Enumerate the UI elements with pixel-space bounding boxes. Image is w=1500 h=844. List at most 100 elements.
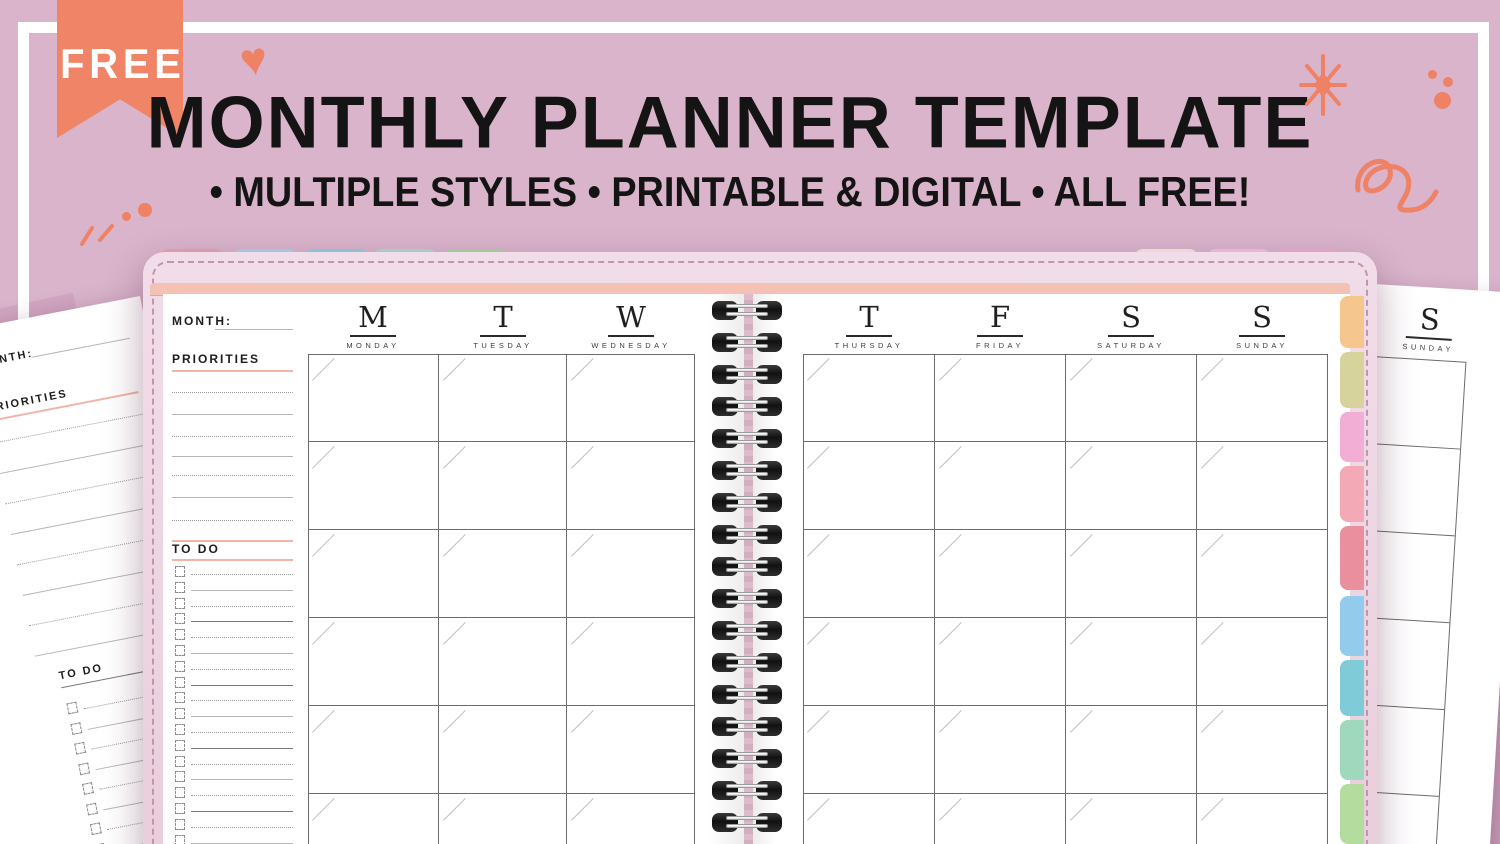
priorities-line [172, 392, 293, 393]
calendar-cell [308, 354, 439, 442]
coil-wire [726, 312, 768, 316]
month-label: MONTH: [172, 314, 232, 328]
spiral-coil [712, 429, 782, 448]
side-tab [1340, 296, 1364, 348]
todo-label: TO DO [172, 542, 220, 556]
day-header-thursday: T THURSDAY [814, 300, 924, 351]
todo-checkbox [175, 660, 185, 672]
day-letter: T [859, 300, 879, 334]
day-letter: T [493, 300, 513, 334]
coil-wire [726, 408, 768, 412]
side-tab [1340, 526, 1364, 590]
calendar-cell [1066, 354, 1197, 442]
calendar-cell [935, 618, 1066, 706]
todo-line [191, 574, 293, 575]
calendar-cell [803, 442, 935, 530]
spiral-coil [712, 685, 782, 704]
spiral-coil [712, 653, 782, 672]
calendar-cell [1197, 442, 1328, 530]
calendar-cell [1066, 442, 1197, 530]
spiral-coil [712, 813, 782, 832]
sheet-grid-line [1364, 442, 1461, 450]
day-name: TUESDAY [473, 341, 533, 350]
coil-wire [726, 464, 768, 468]
calendar-cell [567, 530, 695, 618]
coil-wire [726, 472, 768, 476]
calendar-cell [567, 794, 695, 844]
spiral-coil [712, 397, 782, 416]
coil-wire [726, 728, 768, 732]
calendar-cell [1066, 794, 1197, 844]
priorities-underline [172, 370, 293, 372]
todo-checkbox [175, 787, 185, 799]
day-header-saturday: S SATURDAY [1076, 300, 1186, 351]
coil-wire [726, 432, 768, 436]
calendar-cell [803, 706, 935, 794]
coil-wire [726, 568, 768, 572]
calendar-cell [935, 706, 1066, 794]
spiral-coil [712, 557, 782, 576]
priorities-line [172, 540, 293, 542]
calendar-cell [1066, 706, 1197, 794]
coil-wire [726, 504, 768, 508]
sheet-todo-checkbox [74, 741, 87, 755]
priorities-line [172, 475, 293, 476]
rays-doodle-icon [76, 214, 118, 248]
calendar-grid-border [308, 354, 695, 844]
planner-page-left: MONTH: PRIORITIES TO DO M MONDAY T TUESDAY W… [163, 294, 744, 844]
day-name: WEDNESDAY [591, 341, 671, 350]
day-letter-underline [846, 335, 892, 337]
calendar-cell [1197, 354, 1328, 442]
day-letter: M [358, 300, 388, 334]
coil-wire [726, 376, 768, 380]
page-subtitle: • MULTIPLE STYLES • PRINTABLE & DIGITAL … [209, 168, 1251, 215]
todo-checkbox [175, 724, 185, 735]
calendar-cell [567, 442, 695, 530]
todo-checkbox [175, 803, 185, 814]
coil-wire [726, 752, 768, 756]
calendar-cell [308, 530, 439, 618]
coil-wire [726, 368, 768, 372]
todo-checkbox [175, 629, 185, 641]
coil-wire [726, 760, 768, 764]
day-letter: S [1121, 300, 1141, 334]
todo-line [191, 779, 293, 781]
coil-wire [726, 336, 768, 340]
sheet-todo-checkbox [70, 721, 83, 735]
day-letter: S [1252, 300, 1272, 334]
coil-wire [726, 816, 768, 820]
calendar-cell [935, 442, 1066, 530]
coil-wire [726, 400, 768, 404]
spiral-coil [712, 301, 782, 320]
side-tab [1340, 596, 1364, 656]
calendar-cell [1066, 530, 1197, 618]
todo-line [191, 589, 293, 591]
coil-wire [726, 304, 768, 308]
todo-line [191, 826, 293, 828]
day-header-tuesday: T TUESDAY [448, 300, 558, 351]
side-tab [1340, 660, 1364, 716]
todo-line [191, 684, 293, 686]
spiral-coil [712, 717, 782, 736]
spiral-coil [712, 365, 782, 384]
sheet-todo-checkbox [82, 782, 94, 795]
coil-wire [726, 440, 768, 444]
day-name: SATURDAY [1097, 341, 1165, 350]
calendar-cell [439, 706, 567, 794]
coil-wire [726, 696, 768, 700]
coil-wire [726, 536, 768, 540]
side-tab [1340, 720, 1364, 780]
calendar-cell [1197, 530, 1328, 618]
todo-checkbox [175, 834, 185, 844]
spiral-coil [712, 589, 782, 608]
sheet-grid-line [1369, 355, 1466, 363]
coil-wire [726, 792, 768, 796]
coil-wire [726, 624, 768, 628]
day-name: SUNDAY [1236, 341, 1288, 350]
day-name: MONDAY [346, 341, 400, 350]
sheet-line [0, 413, 143, 444]
todo-underline [172, 559, 293, 561]
day-letter-underline [1108, 335, 1154, 337]
spiral-coil [712, 781, 782, 800]
cover-stitching [152, 261, 1368, 844]
